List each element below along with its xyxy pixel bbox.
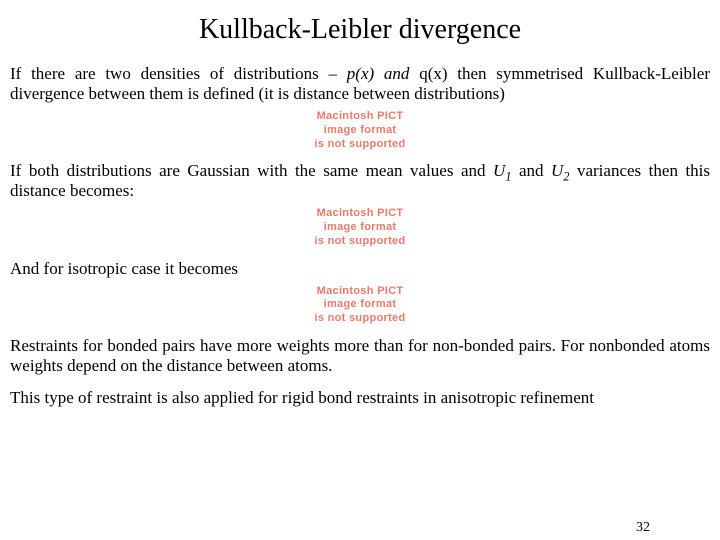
paragraph-4: Restraints for bonded pairs have more we… xyxy=(10,336,710,376)
pict-line: Macintosh PICT xyxy=(255,110,465,124)
pict-placeholder-1: Macintosh PICT image format is not suppo… xyxy=(255,110,465,151)
paragraph-3: And for isotropic case it becomes xyxy=(10,259,710,279)
pict-line: is not supported xyxy=(255,138,465,152)
pict-line: is not supported xyxy=(255,312,465,326)
slide-title: Kullback-Leibler divergence xyxy=(0,14,720,46)
pict-line: image format xyxy=(255,298,465,312)
paragraph-2: If both distributions are Gaussian with … xyxy=(10,161,710,201)
paragraph-1: If there are two densities of distributi… xyxy=(10,64,710,104)
page-number: 32 xyxy=(636,520,650,536)
p2-text-c: and xyxy=(511,161,551,180)
p1-text-b: p(x) and xyxy=(347,64,419,83)
pict-placeholder-2: Macintosh PICT image format is not suppo… xyxy=(255,207,465,248)
pict-line: image format xyxy=(255,221,465,235)
slide: Kullback-Leibler divergence If there are… xyxy=(0,14,720,540)
p2-u2: U2 xyxy=(551,161,569,180)
paragraph-5: This type of restraint is also applied f… xyxy=(10,388,710,408)
p2-text-a: If both distributions are Gaussian with … xyxy=(10,161,493,180)
pict-line: is not supported xyxy=(255,235,465,249)
pict-line: Macintosh PICT xyxy=(255,285,465,299)
pict-line: image format xyxy=(255,124,465,138)
p1-text-a: If there are two densities of distributi… xyxy=(10,64,347,83)
pict-line: Macintosh PICT xyxy=(255,207,465,221)
pict-placeholder-3: Macintosh PICT image format is not suppo… xyxy=(255,285,465,326)
p2-u1: U1 xyxy=(493,161,511,180)
p2-u1-letter: U xyxy=(493,161,505,180)
p2-u2-letter: U xyxy=(551,161,563,180)
